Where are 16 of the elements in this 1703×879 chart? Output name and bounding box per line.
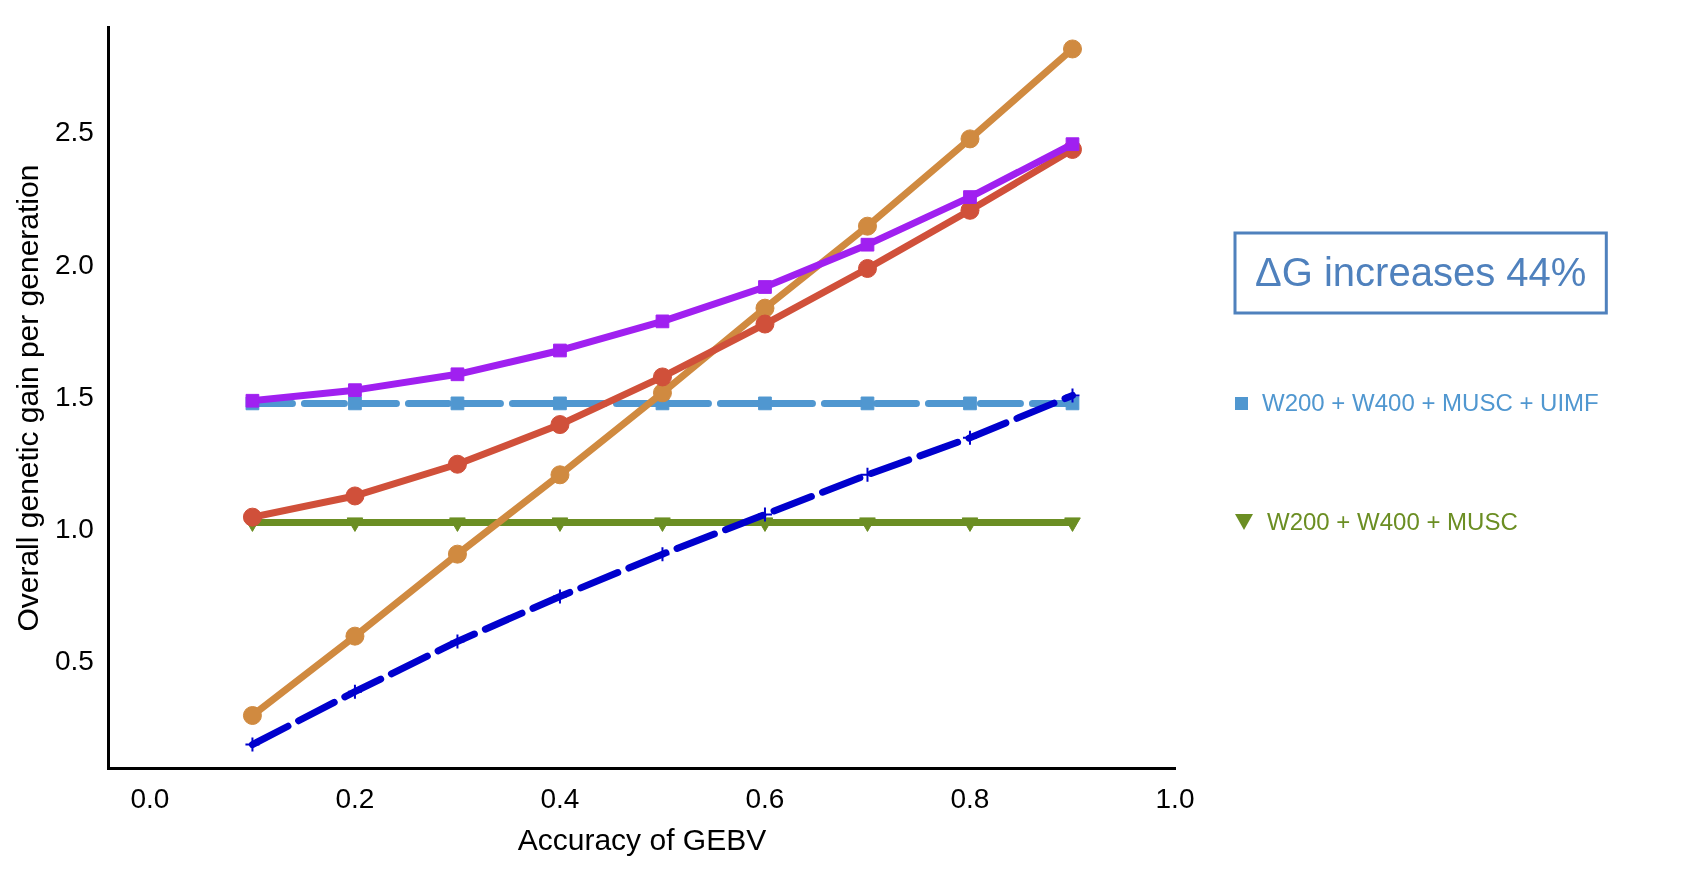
legend-label: W200 + W400 + MUSC xyxy=(1267,508,1518,537)
y-tick-label: 2.0 xyxy=(54,248,94,280)
y-tick-label: 0.5 xyxy=(54,645,94,677)
x-tick-label: 0.0 xyxy=(130,782,170,814)
y-tick-label: 1.5 xyxy=(54,380,94,412)
x-tick-label: 0.4 xyxy=(540,782,580,814)
x-tick-label: 0.8 xyxy=(950,782,990,814)
y-tick-label: 1.0 xyxy=(54,513,94,545)
y-tick-label: 2.5 xyxy=(54,116,94,148)
y-axis-title: Overall genetic gain per generation xyxy=(11,164,45,632)
x-tick-label: 0.6 xyxy=(745,782,785,814)
x-axis-title: Accuracy of GEBV xyxy=(517,823,767,857)
text: ΔG increases 44% xyxy=(1255,250,1587,295)
legend-label: W200 + W400 + MUSC + UIMF xyxy=(1262,389,1599,418)
x-tick-label: 0.2 xyxy=(335,782,375,814)
x-tick-label: 1.0 xyxy=(1155,782,1195,814)
